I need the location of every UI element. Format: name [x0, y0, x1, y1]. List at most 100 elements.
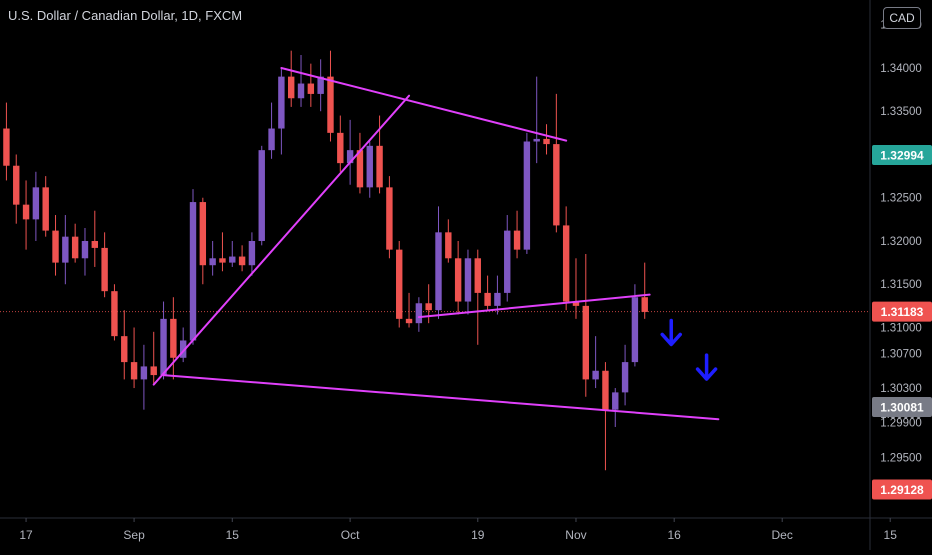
candle-body [641, 297, 648, 312]
candle-body [386, 187, 393, 250]
candle-body [484, 292, 491, 306]
candle [248, 232, 256, 276]
candle [396, 240, 403, 328]
candle-body [288, 76, 295, 99]
candle [13, 154, 20, 224]
arrow-head [695, 367, 718, 381]
x-tick-label: Nov [565, 528, 586, 542]
price-label-marker: 1.32994 [872, 145, 932, 165]
candle [268, 102, 275, 159]
candle-body [3, 128, 10, 166]
candle [621, 344, 629, 406]
candle-body [592, 370, 599, 380]
candle-body [621, 362, 629, 393]
candle [582, 253, 589, 397]
arrow-head [660, 332, 682, 347]
trendline [417, 293, 651, 319]
candle-body [189, 202, 197, 341]
candle [199, 197, 207, 285]
x-tick-label: 15 [884, 528, 898, 542]
candle-body [52, 230, 59, 263]
candle-body [199, 202, 207, 266]
candle [101, 232, 108, 298]
candle-body [62, 236, 69, 263]
candle-body [533, 138, 540, 142]
currency-button[interactable]: CAD [883, 7, 921, 29]
candle-body [121, 336, 128, 363]
candle-body [356, 150, 364, 188]
candle [32, 171, 40, 241]
down-arrow-icon [695, 353, 718, 381]
candle [81, 228, 89, 276]
candle-body [297, 83, 305, 99]
candle-body [523, 141, 531, 250]
candle [405, 292, 413, 328]
price-axis: 1.345001.340001.335001.330001.325001.320… [880, 20, 922, 465]
candle [445, 219, 452, 263]
candle [533, 76, 540, 164]
trendline [280, 66, 568, 142]
candle [258, 145, 265, 246]
symbol-title: U.S. Dollar / Canadian Dollar, 1D, FXCM [8, 8, 242, 23]
candle [435, 206, 442, 319]
y-tick-label: 1.30300 [880, 383, 922, 395]
x-tick-label: Oct [341, 528, 360, 542]
candle [52, 215, 59, 276]
down-arrow-icon [660, 318, 682, 347]
candle [494, 275, 501, 315]
candle-body [248, 240, 256, 266]
y-tick-label: 1.32500 [880, 193, 922, 205]
candle [219, 232, 226, 272]
x-tick-label: 19 [471, 528, 485, 542]
candle-body [258, 150, 265, 241]
candle-body [209, 258, 216, 266]
candle [346, 119, 354, 185]
candle-body [612, 392, 619, 410]
price-label-bg [872, 397, 932, 417]
candle [130, 327, 138, 389]
candle [111, 284, 118, 341]
candle [189, 189, 197, 345]
candle [562, 206, 570, 311]
trendlines [152, 66, 720, 421]
candle-body [71, 236, 79, 259]
price-label-text: 1.29128 [880, 483, 924, 497]
candle-body [513, 230, 521, 250]
candle-body [111, 291, 118, 337]
price-labels: 1.32994 1.31183 1.30081 1.29128 [872, 145, 932, 500]
candle [179, 327, 187, 363]
candle [337, 115, 344, 172]
candle [307, 63, 315, 107]
candle [121, 310, 128, 380]
candle [484, 275, 491, 311]
candle-body [602, 370, 609, 410]
candle [572, 258, 580, 319]
candle-body [572, 301, 580, 306]
candle-body [396, 249, 403, 319]
time-axis: 17 Sep 15 Oct 19 Nov 16 Dec 15 [19, 518, 897, 542]
candles [3, 50, 648, 471]
y-tick-label: 1.33500 [880, 106, 922, 118]
candle-body [562, 225, 570, 302]
candle [464, 249, 472, 315]
x-tick-label: 16 [668, 528, 682, 542]
candle [91, 210, 98, 267]
candle-body [140, 366, 148, 380]
price-label-text: 1.32994 [880, 149, 924, 163]
price-label-text: 1.31183 [881, 305, 924, 319]
candle [71, 223, 79, 263]
candle [170, 297, 177, 380]
candle [42, 176, 49, 237]
price-label-text: 1.30081 [880, 401, 924, 415]
y-tick-label: 1.31000 [880, 322, 922, 334]
trendline [152, 94, 411, 386]
candle [150, 331, 157, 384]
candle-body [150, 366, 157, 376]
candle-body [101, 247, 108, 292]
arrows [660, 318, 718, 381]
candle-body [405, 318, 413, 324]
candle [543, 124, 550, 155]
price-label-bg [872, 145, 932, 165]
candle-body [494, 292, 501, 306]
